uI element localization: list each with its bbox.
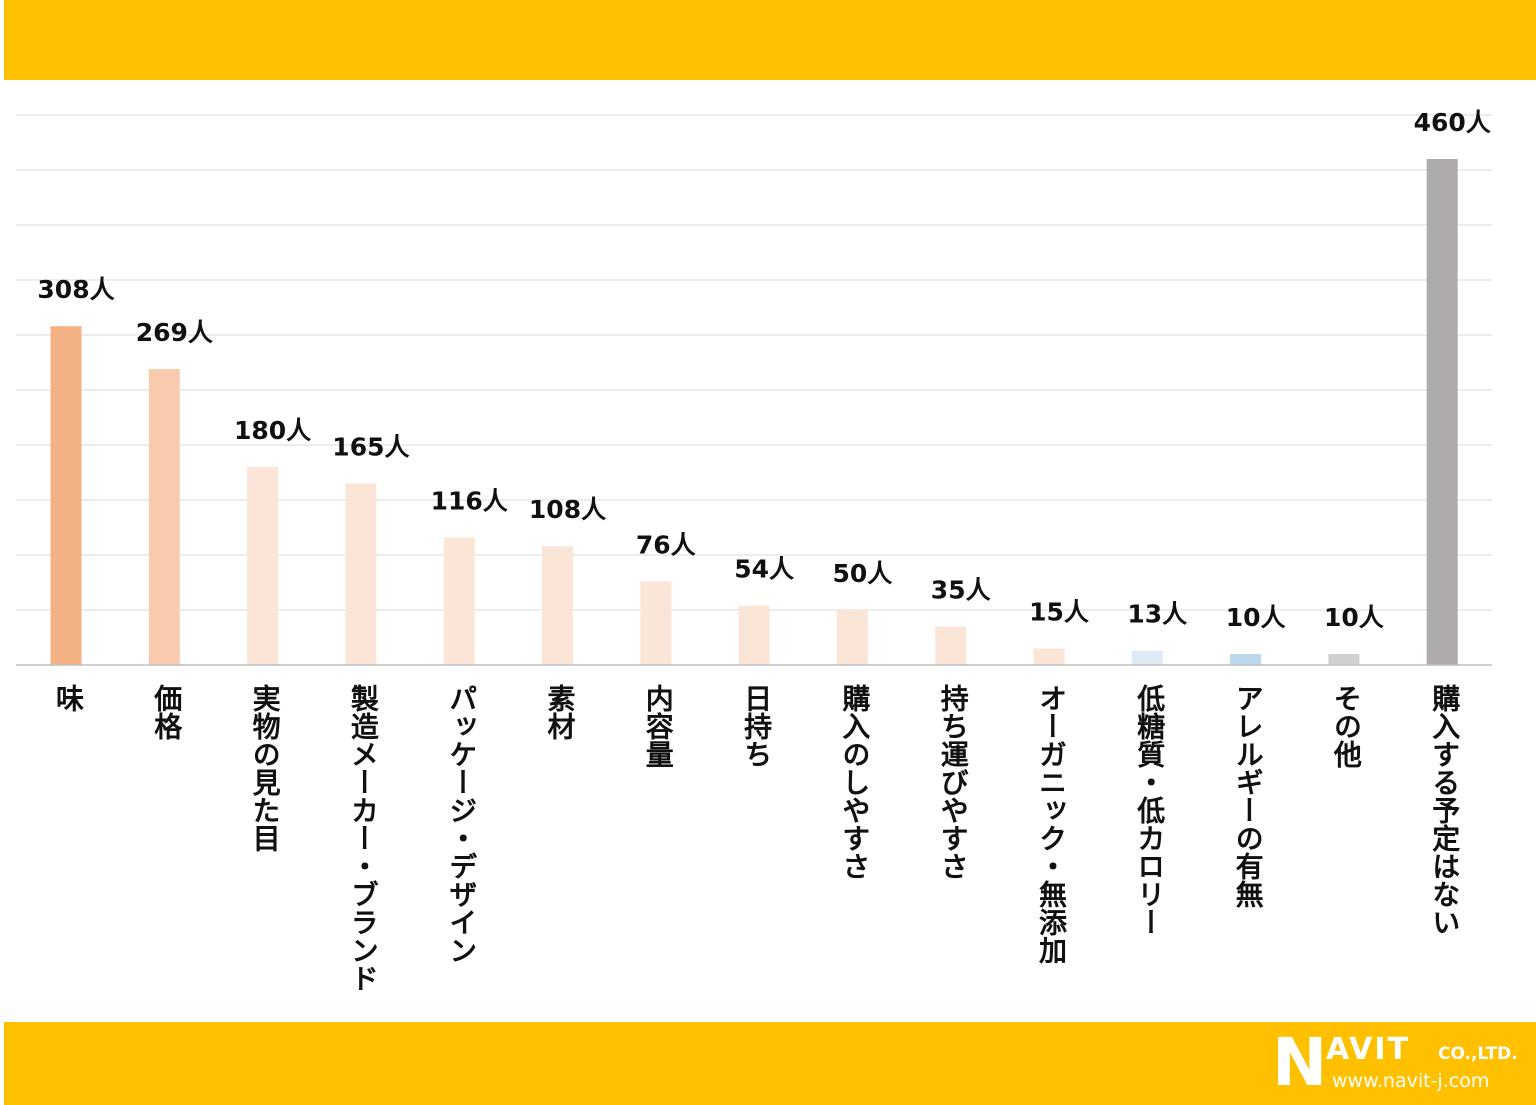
bar <box>836 610 868 665</box>
value-label: 10人 <box>1226 603 1286 632</box>
category-label: 日持ち <box>740 684 774 768</box>
category-label: 購入のしやすさ <box>838 684 872 880</box>
bottom-banner <box>4 1022 1536 1105</box>
bar <box>1328 654 1360 665</box>
category-label: その他 <box>1329 684 1363 768</box>
category-label: パッケージ・デザイン <box>445 684 479 964</box>
value-label: 308人 <box>37 275 114 304</box>
category-label: 味 <box>52 684 85 712</box>
bar <box>640 581 672 665</box>
value-label: 108人 <box>529 495 606 524</box>
value-label: 13人 <box>1127 600 1187 629</box>
navit-logo: N AVIT CO.,LTD. www.navit-j.com <box>1268 1030 1530 1098</box>
bar <box>50 326 82 665</box>
category-label: 素材 <box>543 684 577 740</box>
value-label: 10人 <box>1324 603 1384 632</box>
bar <box>1131 650 1163 665</box>
value-label: 116人 <box>431 486 508 515</box>
bar <box>345 483 377 665</box>
bar <box>935 626 967 665</box>
bar <box>443 537 475 665</box>
logo-url: www.navit-j.com <box>1332 1070 1490 1092</box>
bar <box>148 369 180 665</box>
value-label: 54人 <box>734 555 794 584</box>
value-label: 165人 <box>332 433 409 462</box>
category-label: オーガニック・無添加 <box>1035 684 1068 964</box>
category-label: 内容量 <box>641 684 675 768</box>
logo-suffix: CO.,LTD. <box>1438 1044 1518 1064</box>
logo-name: AVIT <box>1326 1032 1411 1067</box>
value-label: 76人 <box>636 530 696 559</box>
bars <box>50 159 1458 665</box>
category-label: 製造メーカー・ブランド <box>346 684 380 992</box>
bar <box>738 605 770 665</box>
value-labels: 308人 269人 180人 165人 116人 108人 76人 54人 50人 35人 15人 1… <box>37 108 1490 632</box>
value-label: 269人 <box>136 318 213 347</box>
value-label: 35人 <box>931 576 991 605</box>
bar <box>542 546 573 665</box>
bar <box>1230 654 1262 665</box>
bar <box>1426 159 1458 665</box>
category-label: 価格 <box>150 684 184 740</box>
category-label: 実物の見た目 <box>248 684 282 852</box>
category-label: 低糖質・低カロリー <box>1133 684 1167 936</box>
category-label: 購入する予定はない <box>1428 684 1462 936</box>
value-label: 50人 <box>833 559 893 588</box>
bar-chart: 308人 269人 180人 165人 116人 108人 76人 54人 50人 35人 15人 1… <box>16 108 1492 666</box>
value-label: 460人 <box>1414 108 1491 137</box>
bar <box>1033 648 1065 665</box>
category-label: 持ち運びやすさ <box>936 684 970 880</box>
value-label: 180人 <box>234 416 311 445</box>
gridlines <box>16 114 1492 611</box>
logo-letter: N <box>1272 1024 1328 1101</box>
value-label: 15人 <box>1029 598 1089 627</box>
top-banner <box>4 0 1536 80</box>
bar <box>247 467 279 665</box>
category-label: アレルギーの有無 <box>1231 684 1265 908</box>
